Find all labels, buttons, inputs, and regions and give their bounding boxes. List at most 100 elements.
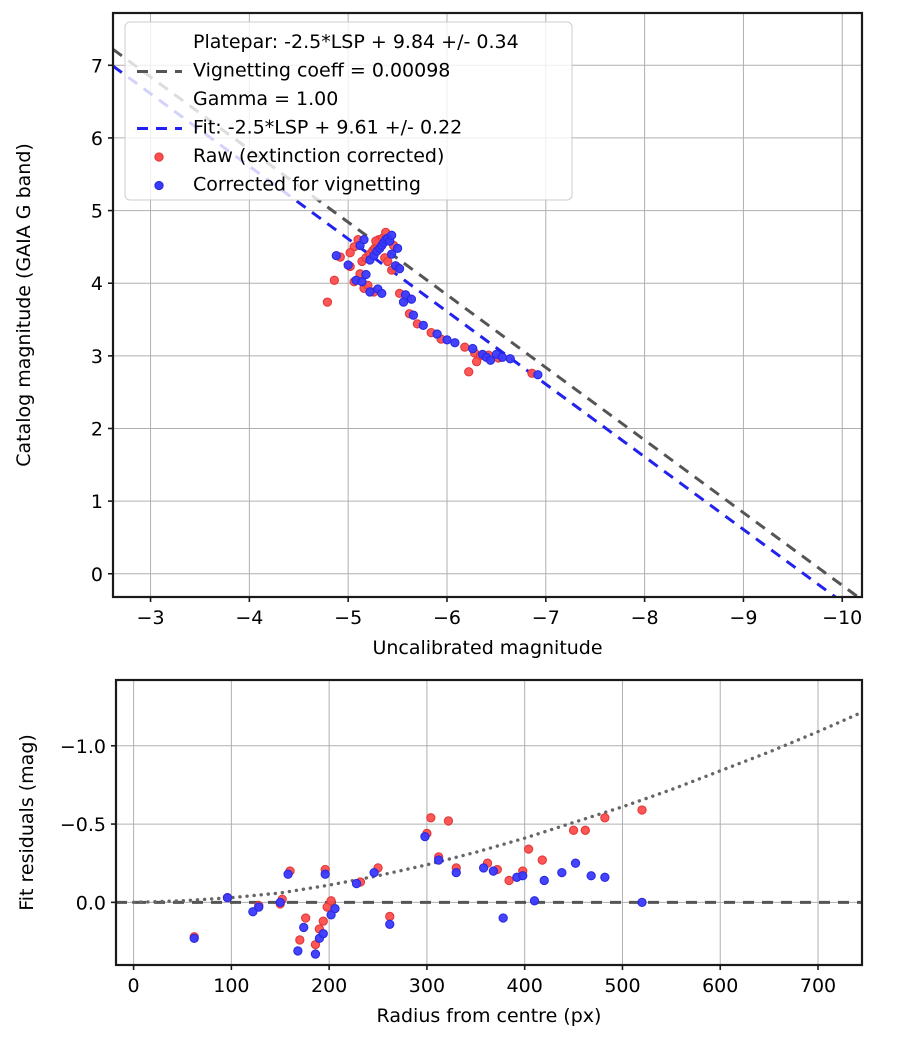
y-tick-label: 7 [91,55,103,77]
data-point [478,863,489,873]
data-point [537,855,547,865]
data-point [383,256,393,267]
x-tick-label: −10 [822,607,862,629]
data-point [570,858,581,868]
data-point [600,813,610,823]
y-tick-label: 6 [91,128,103,150]
data-point [392,243,403,253]
y-tick-label: −1.0 [60,736,106,758]
legend-entry: Platepar: -2.5*LSP + 9.84 +/- 0.34 [193,31,519,53]
data-point [442,335,452,345]
data-point [283,869,293,879]
data-point [557,867,567,878]
x-tick-label: −5 [334,607,362,629]
x-tick-label: −4 [235,607,263,629]
data-point [369,867,379,878]
data-point [299,922,309,933]
data-point [539,875,549,886]
x-tick-label: 400 [507,975,543,997]
y-tick-label: 0 [91,564,103,586]
legend: Platepar: -2.5*LSP + 9.84 +/- 0.34 Vignet… [124,21,573,201]
data-point [357,277,367,287]
data-point [385,919,395,929]
data-point [637,897,647,908]
data-point [310,949,321,959]
x-tick-label: −8 [631,607,659,629]
y-tick-label: 1 [91,491,103,513]
data-point [301,913,311,923]
axes-photometric-calibration: −3 −4 −5 −6 −7 −8 −9 −10 0 1 2 3 4 5 6 7 Uncalibrated ma… [13,11,864,659]
data-point [586,871,596,881]
axes-frame [114,678,864,967]
data-point [386,249,397,259]
series-corrected-for-vignetting [331,230,543,380]
data-point [488,866,499,876]
data-point [418,320,428,330]
x-tick-label: 500 [604,975,640,997]
legend-label: Fit: -2.5*LSP + 9.61 +/- 0.22 [193,117,462,139]
data-point [568,825,579,835]
legend-box [124,21,573,201]
y-tick-label: 4 [91,273,103,295]
data-point [408,310,419,320]
x-axis-title: Uncalibrated magnitude [372,637,602,659]
data-point [498,913,508,923]
legend-entry: Corrected for vignetting [154,174,421,196]
legend-label: Corrected for vignetting [193,174,421,196]
y-tick-label: −0.5 [60,814,106,836]
data-point [326,896,336,906]
y-tick-label: 3 [91,346,103,368]
x-tick-label: −9 [729,607,757,629]
data-point [637,805,647,815]
data-point [254,902,264,912]
data-point [318,916,328,926]
x-axis-title: Radius from centre (px) [377,1005,602,1027]
data-point [295,935,305,945]
data-point [432,329,442,339]
data-point [293,946,303,956]
data-point [222,893,233,903]
x-tick-label: 100 [213,975,249,997]
legend-entry: Fit: -2.5*LSP + 9.61 +/- 0.22 [137,117,462,139]
axes-frame [111,11,864,599]
data-point [529,896,540,906]
legend-entry: Raw (extinction corrected) [154,145,444,167]
data-point [600,872,610,882]
legend-point-swatch [154,152,164,162]
x-tick-label: −6 [433,607,461,629]
data-point [385,911,395,922]
data-point [331,250,341,261]
data-point [460,342,470,352]
data-point [275,897,285,908]
data-point [406,294,417,304]
data-point [504,875,514,886]
y-tick-label: 0.0 [76,892,106,914]
y-axis-title: Fit residuals (mag) [16,734,38,911]
x-tick-label: 200 [311,975,347,997]
data-point [518,871,528,881]
data-point [485,355,496,365]
data-point [505,354,515,364]
series-raw-extinction-corrected [189,805,647,950]
data-point [450,338,460,348]
x-tick-label: −3 [137,607,165,629]
gridlines [116,680,862,965]
x-tick-label: 300 [409,975,445,997]
data-point [365,287,375,297]
y-axis-title: Catalog magnitude (GAIA G band) [13,143,35,467]
gridlines [113,13,862,597]
data-point [359,234,369,245]
data-point [330,903,340,914]
x-tick-label: 600 [702,975,738,997]
series-corrected-for-vignetting [189,831,647,959]
legend-point-swatch [154,180,164,191]
x-tick-label: 0 [128,975,140,997]
data-point [361,269,371,280]
data-point [320,869,330,879]
y-tick-label: 5 [91,201,103,223]
line-vignetting-curve [131,712,859,905]
data-point [420,831,430,842]
data-point [451,867,461,878]
legend-label: Raw (extinction corrected) [193,145,444,167]
